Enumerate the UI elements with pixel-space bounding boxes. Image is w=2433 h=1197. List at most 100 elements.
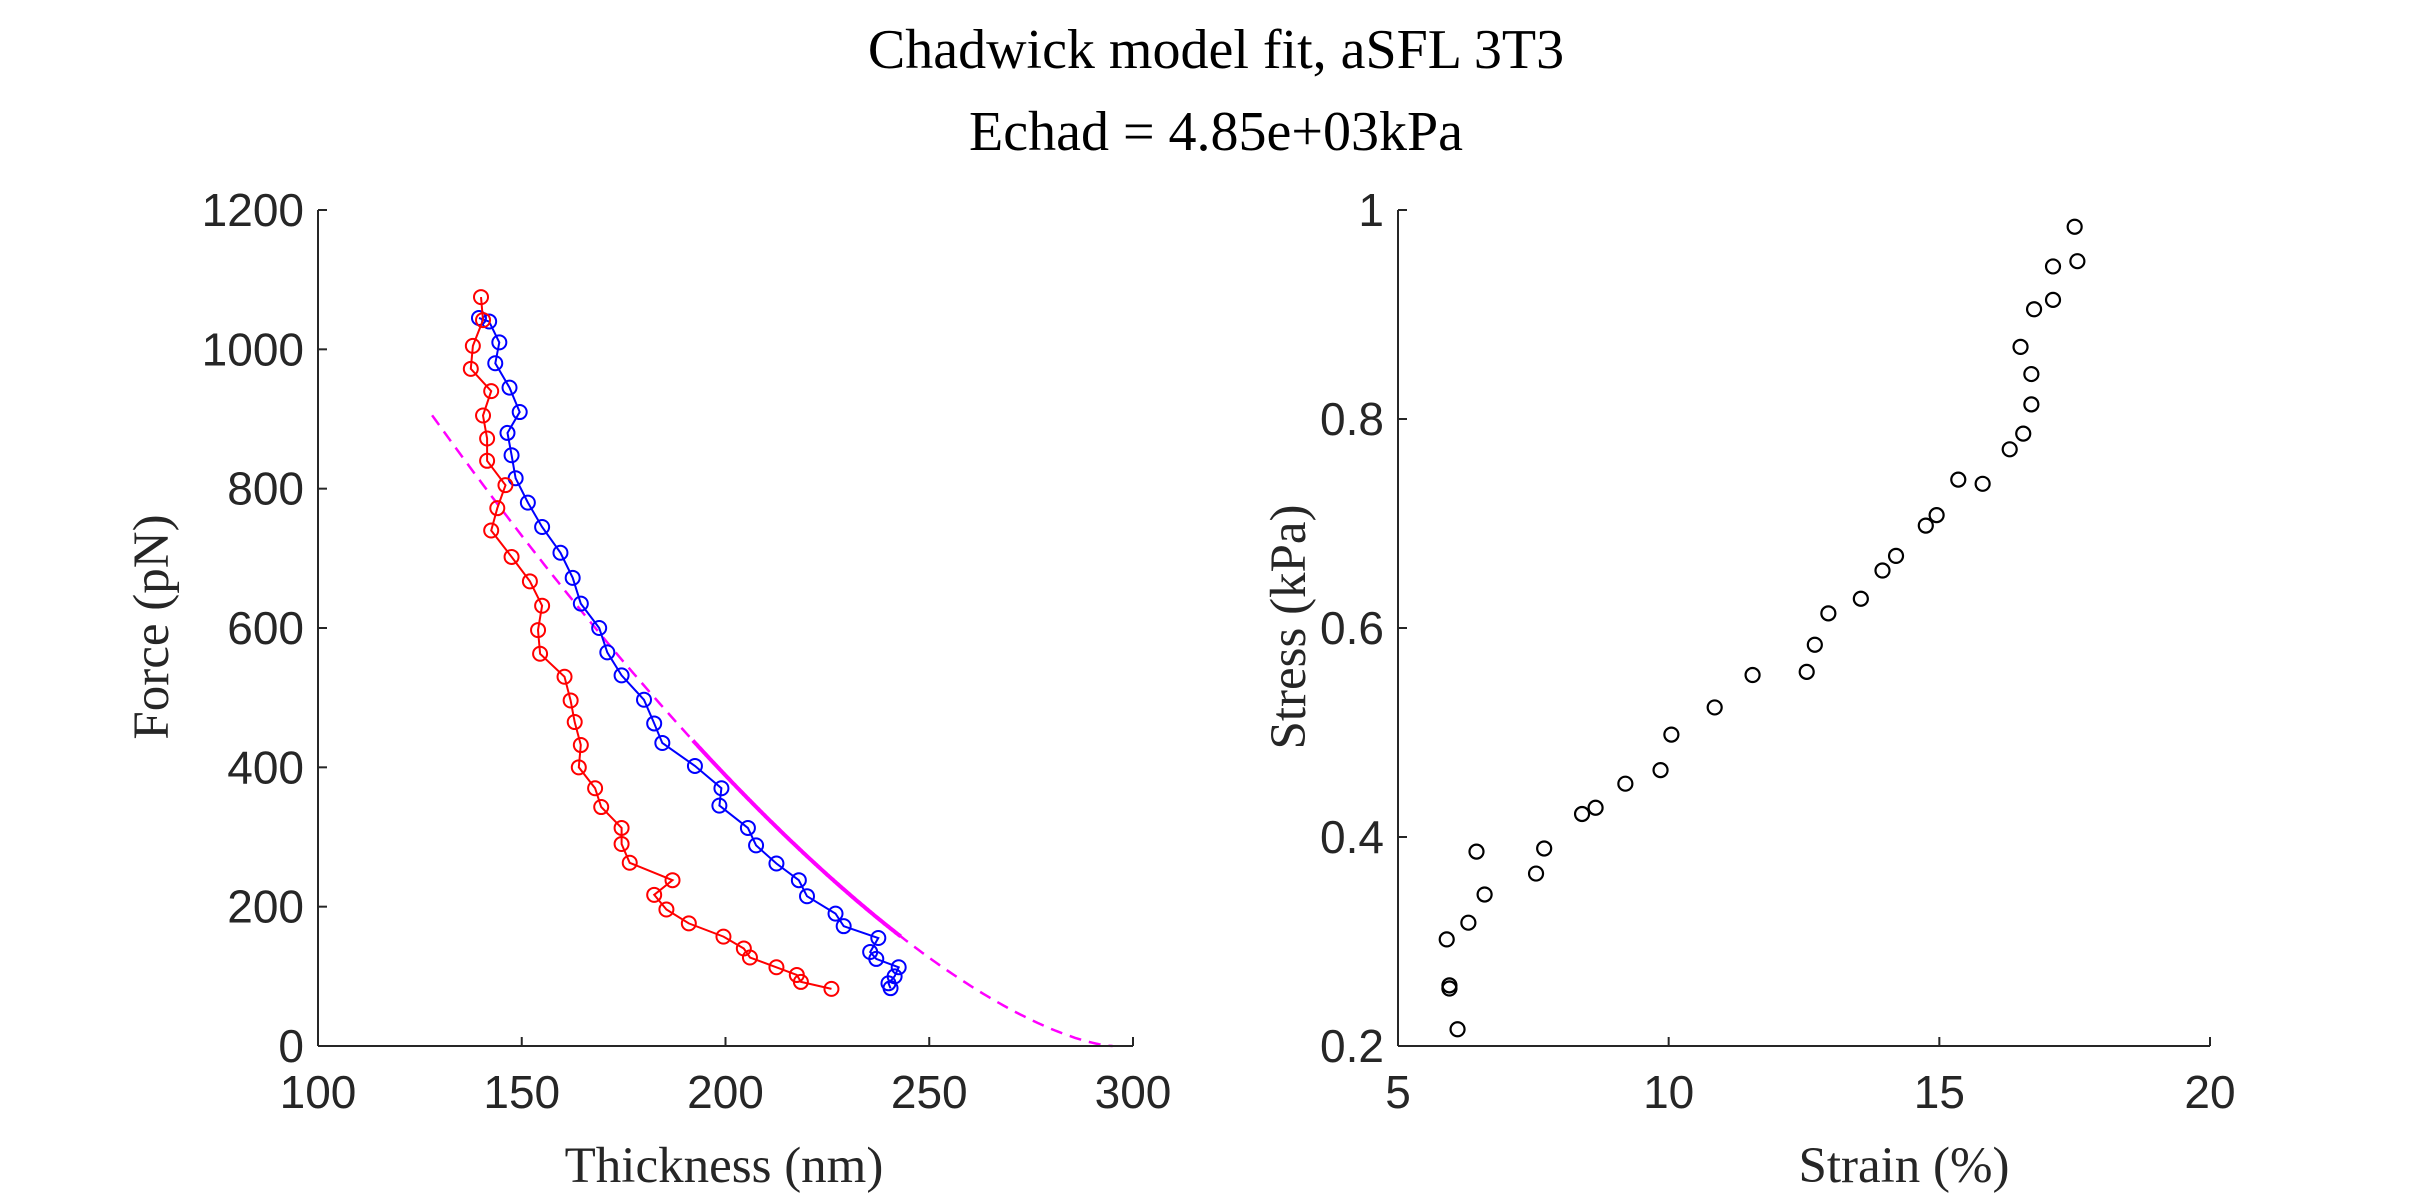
right-y-tick-label: 0.2 [1320, 1020, 1384, 1072]
approach-point [599, 644, 616, 661]
approach-point [591, 620, 608, 636]
approach-point [499, 424, 516, 441]
approach-point [827, 905, 844, 922]
retract-point [532, 645, 549, 662]
left-y-tick-label: 0 [278, 1020, 304, 1072]
approach-point [835, 918, 852, 935]
stress-strain-point [1617, 775, 1634, 792]
approach-point [503, 447, 520, 464]
retract-series-line [469, 297, 832, 990]
approach-point [534, 518, 551, 535]
retract-point [613, 819, 630, 836]
retract-point [823, 980, 840, 997]
stress-strain-point [1449, 1021, 1466, 1038]
retract-point [658, 901, 675, 918]
retract-point [475, 312, 492, 329]
retract-point [741, 949, 758, 966]
retract-point [530, 622, 547, 639]
stress-strain-point [1917, 517, 1934, 534]
stress-strain-point [1476, 886, 1493, 903]
stress-strain-point [1460, 914, 1477, 931]
retract-point [680, 915, 697, 932]
stress-strain-point [2015, 425, 2032, 442]
retract-point [473, 289, 489, 306]
stress-strain-plot: 5 10 15 20 0.2 0.4 0.6 0.8 1 Strain (%) Stress … [1261, 184, 2236, 1194]
stress-strain-point [1820, 605, 1837, 622]
stress-strain-point [1744, 666, 1761, 684]
right-x-tick-label: 20 [2184, 1066, 2235, 1118]
right-scatter-points [1438, 218, 2086, 1038]
retract-point [613, 835, 630, 852]
left-y-tick-label: 1000 [202, 323, 304, 375]
approach-point [882, 980, 899, 997]
right-x-ticks: 5 10 15 20 [1385, 1037, 2236, 1118]
approach-point [564, 569, 581, 586]
approach-point [519, 494, 536, 511]
stress-strain-point [1928, 507, 1945, 524]
right-x-tick-label: 15 [1914, 1066, 1965, 1118]
stress-strain-point [1438, 931, 1455, 948]
stress-strain-point [1706, 699, 1723, 716]
figure-title-line2: Echad = 4.85e+03kPa [969, 101, 1463, 163]
right-y-axis-label: Stress (kPa) [1261, 504, 1317, 749]
retract-point [475, 407, 492, 424]
right-x-tick-label: 10 [1643, 1066, 1694, 1118]
right-y-ticks: 0.2 0.4 0.6 0.8 1 [1320, 184, 1407, 1072]
retract-point [479, 452, 496, 469]
left-x-tick-label: 150 [483, 1066, 560, 1118]
stress-strain-point [1887, 547, 1905, 564]
stress-strain-point [1950, 471, 1967, 488]
stress-strain-point [2044, 291, 2062, 308]
retract-point [497, 477, 514, 494]
retract-point [489, 500, 506, 517]
stress-strain-point [1573, 805, 1591, 823]
approach-point [511, 404, 528, 421]
stress-strain-point [2023, 365, 2040, 383]
retract-point [479, 430, 496, 447]
right-y-tick-label: 1 [1358, 184, 1384, 236]
approach-point [739, 819, 756, 836]
approach-point [890, 959, 907, 976]
retract-point [556, 668, 573, 685]
retract-point [572, 737, 589, 754]
retract-point [521, 573, 538, 590]
retract-point [664, 872, 681, 889]
approach-point [768, 855, 785, 872]
approach-point [491, 334, 508, 351]
approach-point [713, 780, 730, 797]
stress-strain-point [1974, 475, 1991, 492]
approach-point [636, 691, 652, 708]
right-x-axis-label: Strain (%) [1798, 1138, 2009, 1194]
left-x-tick-label: 250 [891, 1066, 968, 1118]
retract-point [483, 383, 500, 400]
left-y-axis-label: Force (pN) [124, 514, 180, 739]
left-x-axis-label: Thickness (nm) [565, 1138, 884, 1194]
approach-point [552, 544, 569, 561]
approach-point [748, 837, 765, 854]
stress-strain-point [1874, 562, 1891, 579]
approach-point [646, 715, 663, 732]
right-x-tick-label: 5 [1385, 1066, 1411, 1118]
approach-point [868, 950, 885, 967]
stress-strain-point [1441, 977, 1458, 994]
approach-point [572, 595, 589, 612]
left-x-tick-label: 100 [280, 1066, 357, 1118]
stress-strain-point [1536, 840, 1553, 857]
left-x-tick-label: 200 [687, 1066, 764, 1118]
left-y-tick-label: 200 [227, 881, 304, 933]
stress-strain-point [2012, 338, 2029, 355]
approach-point [487, 355, 504, 372]
stress-strain-point [1663, 726, 1680, 743]
stress-strain-point [2001, 441, 2018, 458]
retract-point [483, 522, 500, 539]
left-y-ticks: 0 200 400 600 800 1000 1200 [202, 184, 327, 1072]
retract-point [621, 854, 638, 871]
stress-strain-point [1468, 843, 1485, 860]
stress-strain-point [2069, 253, 2086, 270]
retract-point [570, 759, 587, 776]
right-y-tick-label: 0.6 [1320, 602, 1384, 654]
stress-strain-point [2025, 301, 2043, 318]
retract-point [503, 548, 520, 565]
retract-point [464, 337, 481, 354]
